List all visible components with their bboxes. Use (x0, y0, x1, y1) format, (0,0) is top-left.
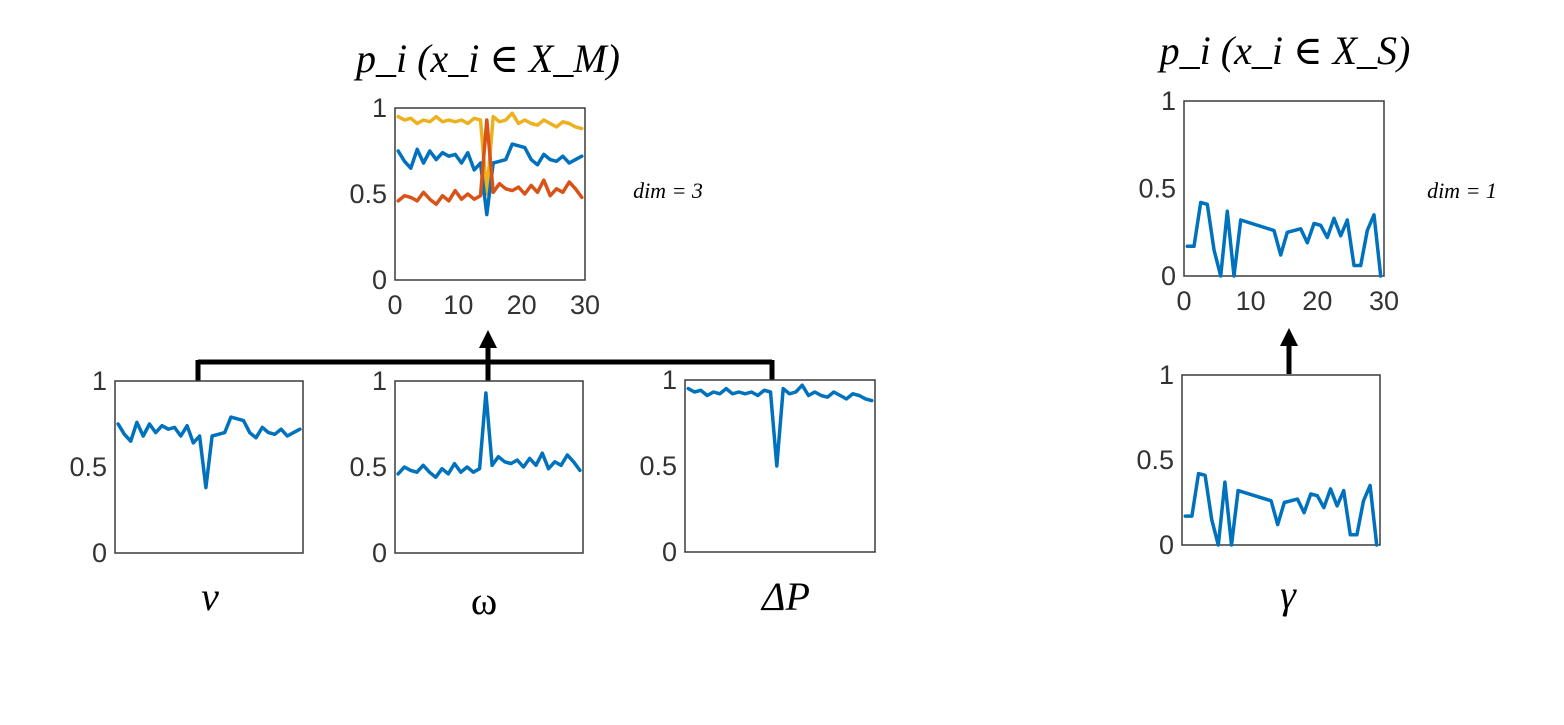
panel-delta-p: 00.51 (639, 365, 876, 567)
omega-series-0 (396, 391, 582, 480)
xlabel-gamma: γ (1280, 572, 1297, 617)
combined_m-xtick-1: 10 (443, 290, 473, 320)
delta_p-ytick-2: 1 (662, 365, 677, 395)
combined_m-ytick-2: 1 (372, 93, 387, 123)
delta_p-frame (684, 379, 876, 553)
gamma-ytick-1: 0.5 (1136, 445, 1174, 475)
combined_m-xtick-3: 30 (570, 290, 600, 320)
gamma-ytick-0: 0 (1159, 530, 1174, 560)
title-s-text: p_i (x_i ∈ X_S) (1157, 28, 1411, 73)
v-ytick-2: 1 (92, 366, 107, 396)
panel-combined-s: 00.510 10 20 30 (1138, 86, 1399, 316)
delta_p-ytick-1: 0.5 (639, 451, 677, 481)
v-series-0 (116, 415, 302, 490)
panel-omega: 00.51 (349, 366, 584, 568)
delta_p-series-0 (686, 383, 874, 468)
title-m: p_i (x_i ∈ X_M) (353, 36, 620, 81)
annotation-dim-m: dim = 3 (633, 178, 703, 203)
combined_m-series-1 (396, 142, 584, 217)
panel-gamma: 00.51 (1136, 360, 1381, 560)
gamma-series-0 (1183, 471, 1379, 547)
combined_s-ytick-1: 0.5 (1138, 174, 1176, 204)
combined_s-series-0 (1185, 200, 1383, 278)
arrow-s-head (1280, 328, 1298, 346)
combined_s-xtick-2: 20 (1302, 286, 1332, 316)
combined_m-xtick-2: 20 (507, 290, 537, 320)
combined_s-xtick-3: 30 (1369, 286, 1399, 316)
combined_s-xtick-0: 0 (1176, 286, 1191, 316)
combined_m-xtick-0: 0 (387, 290, 402, 320)
omega-ytick-0: 0 (372, 538, 387, 568)
combined_m-ytick-0: 0 (372, 265, 387, 295)
xlabel-omega: ω (471, 578, 497, 623)
xlabel-v: v (201, 574, 219, 619)
combined_m-ytick-1: 0.5 (349, 179, 387, 209)
combined_s-xtick-1: 10 (1236, 286, 1266, 316)
title-m-text: p_i (x_i ∈ X_M) (353, 36, 620, 81)
v-ytick-0: 0 (92, 538, 107, 568)
combined_s-ytick-0: 0 (1161, 261, 1176, 291)
connector-m (195, 342, 775, 386)
combined_m-series-2 (396, 118, 584, 207)
delta_p-ytick-0: 0 (662, 537, 677, 567)
omega-ytick-1: 0.5 (349, 452, 387, 482)
annotation-dim-s: dim = 1 (1427, 178, 1497, 203)
panel-v: 00.51 (69, 366, 304, 568)
combined_s-ytick-2: 1 (1161, 86, 1176, 116)
panel-combined-m: 00.510 10 20 30 (349, 93, 600, 320)
arrow-m-head (479, 330, 497, 348)
v-ytick-1: 0.5 (69, 452, 107, 482)
title-s: p_i (x_i ∈ X_S) (1157, 28, 1411, 73)
gamma-ytick-2: 1 (1159, 360, 1174, 390)
xlabel-delta-p: ΔP (760, 574, 810, 619)
omega-ytick-2: 1 (372, 366, 387, 396)
